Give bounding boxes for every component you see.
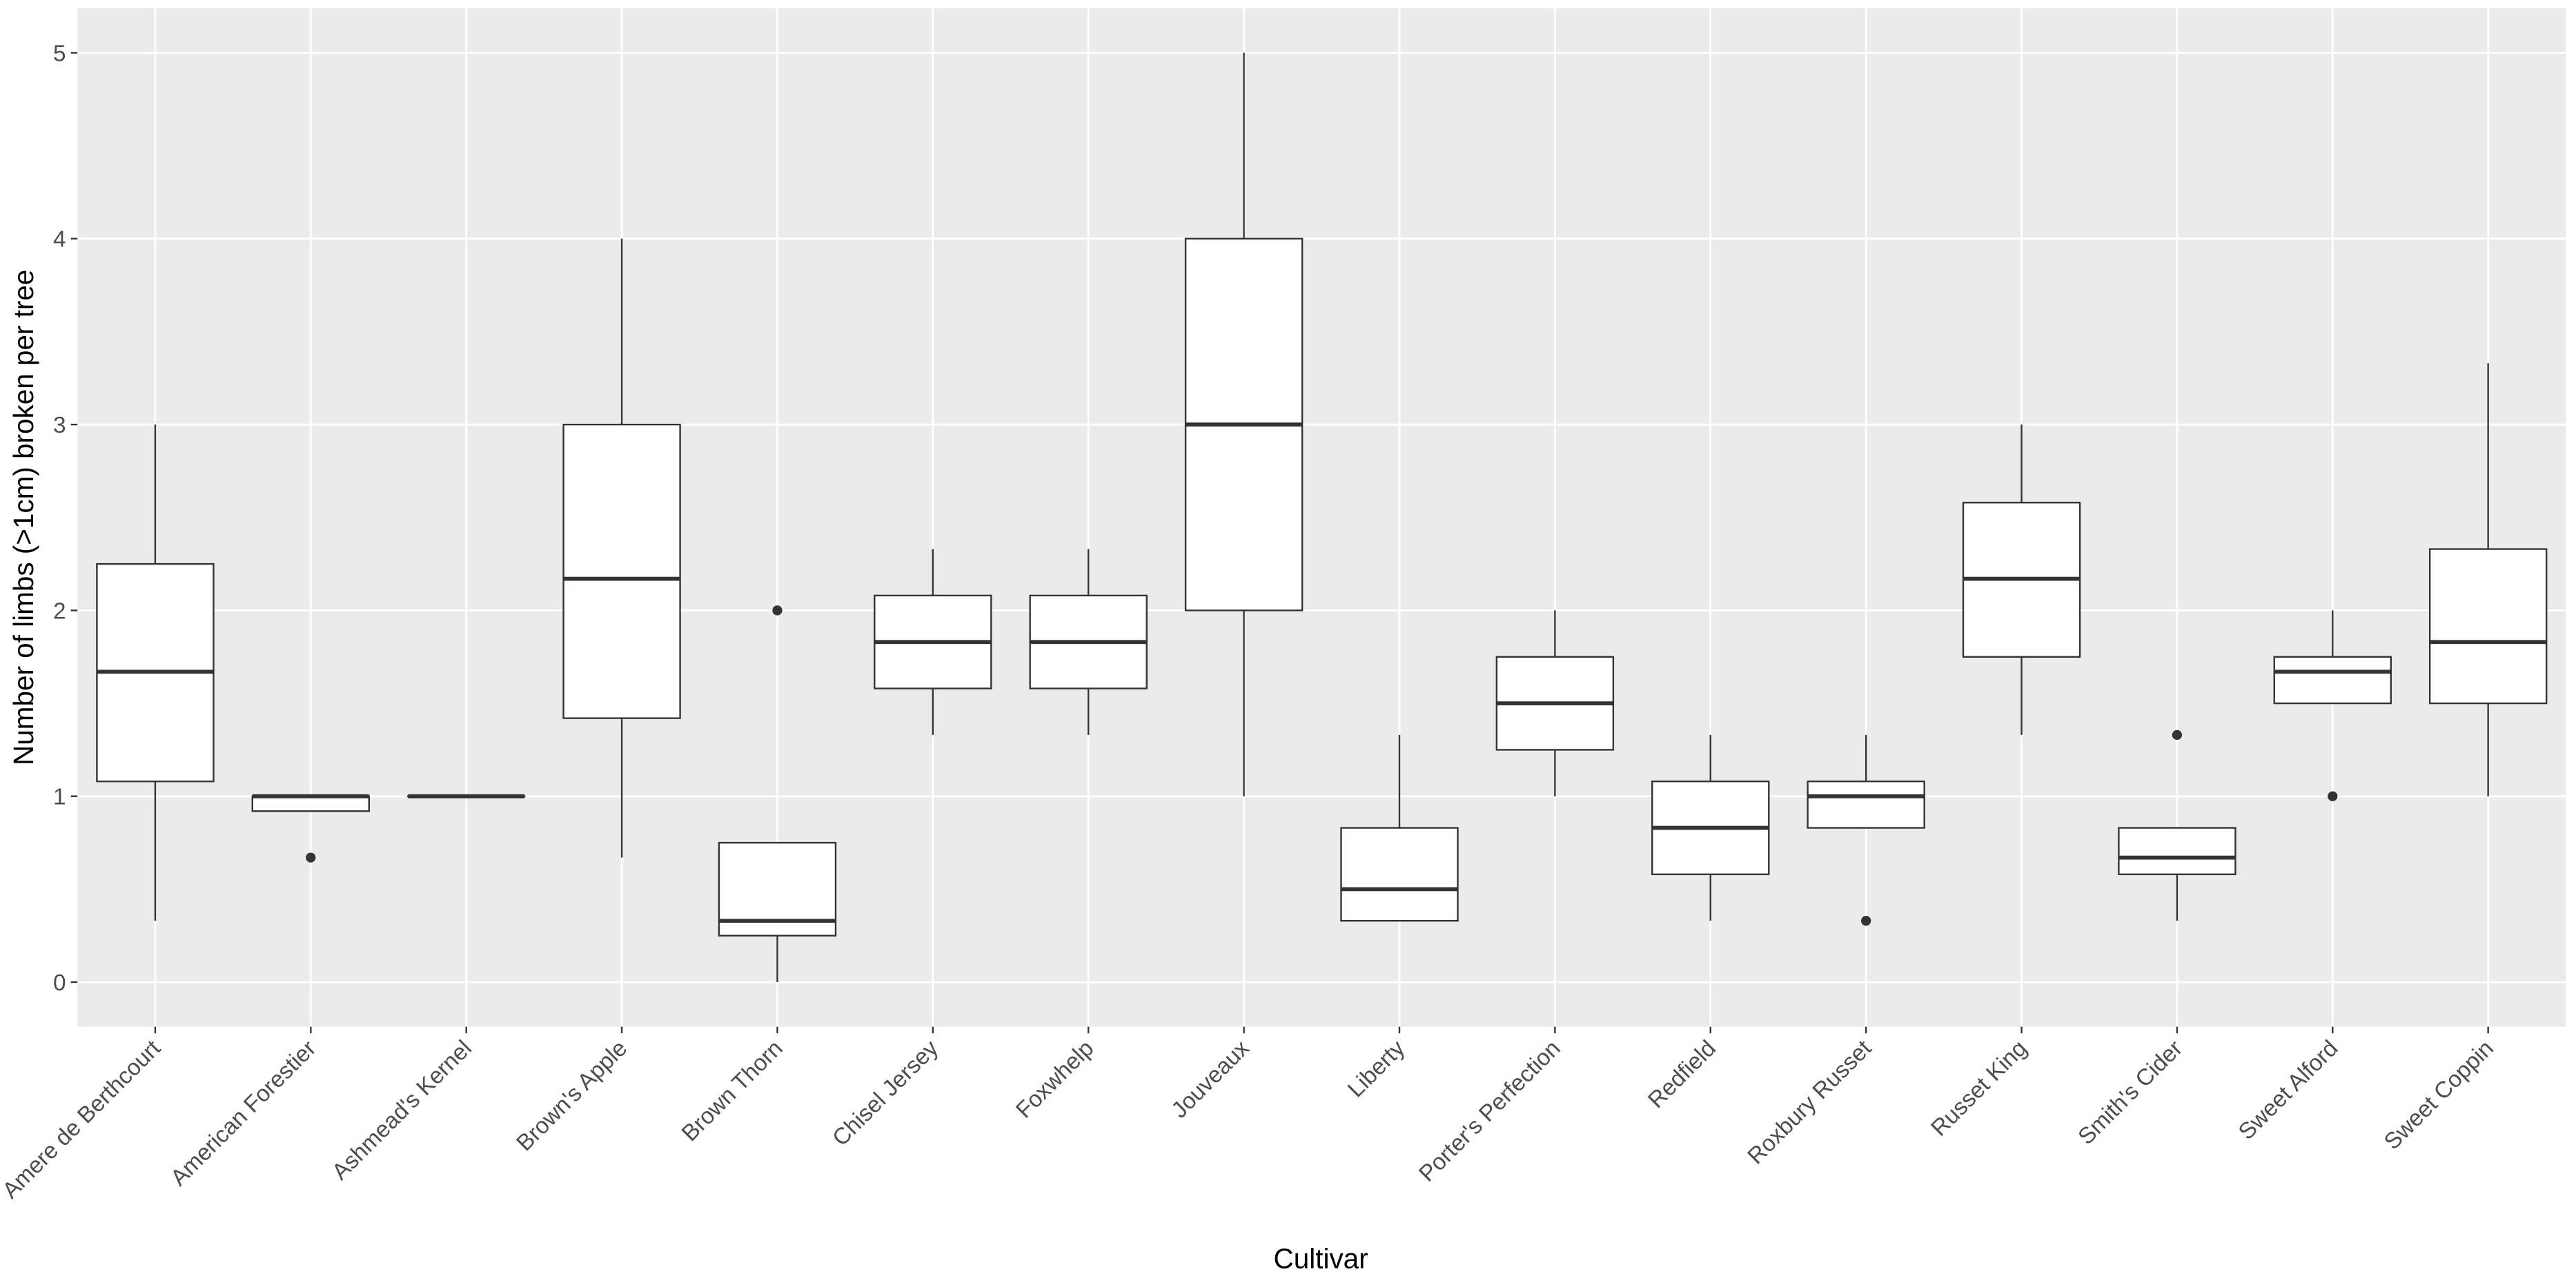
x-tick-label: Liberty bbox=[1343, 1035, 1410, 1102]
outlier bbox=[306, 852, 316, 863]
outlier bbox=[772, 605, 783, 616]
x-tick-label: Ashmead's Kernel bbox=[327, 1035, 477, 1185]
x-tick-label: Redfield bbox=[1643, 1035, 1721, 1113]
x-tick-label: Sweet Coppin bbox=[2379, 1035, 2499, 1155]
y-tick-label: 1 bbox=[53, 785, 66, 810]
y-tick-label: 2 bbox=[53, 598, 66, 624]
box bbox=[562, 423, 681, 719]
x-tick-label: Porter's Perfection bbox=[1414, 1035, 1565, 1186]
x-tick-label: Foxwhelp bbox=[1011, 1035, 1099, 1123]
x-tick-label: American Forestier bbox=[166, 1035, 321, 1191]
x-tick-label: Russet King bbox=[1927, 1035, 2032, 1141]
y-axis-title: Number of limbs (>1cm) broken per tree bbox=[8, 270, 39, 765]
x-tick-label: Smith's Cider bbox=[2074, 1035, 2187, 1149]
outlier bbox=[2172, 729, 2183, 741]
outlier bbox=[1860, 916, 1871, 926]
x-tick-label: Roxbury Russet bbox=[1743, 1035, 1877, 1169]
y-tick-label: 0 bbox=[53, 970, 66, 996]
outlier bbox=[2328, 791, 2338, 801]
y-tick-label: 5 bbox=[53, 41, 66, 66]
x-tick-label: Sweet Alford bbox=[2234, 1035, 2343, 1144]
y-tick-label: 4 bbox=[53, 227, 66, 253]
x-tick-label: Chisel Jersey bbox=[827, 1035, 943, 1151]
x-tick-label: Amere de Berthcourt bbox=[0, 1035, 166, 1204]
box bbox=[2273, 656, 2392, 705]
box bbox=[251, 795, 371, 812]
y-tick-label: 3 bbox=[53, 413, 66, 438]
box bbox=[1340, 827, 1459, 922]
x-tick-label: Brown's Apple bbox=[512, 1035, 633, 1156]
box bbox=[2428, 548, 2548, 705]
x-axis-title: Cultivar bbox=[1274, 1243, 1368, 1275]
x-tick-label: Jouveaux bbox=[1167, 1035, 1255, 1123]
x-tick-label: Brown Thorn bbox=[677, 1035, 788, 1146]
box bbox=[1807, 781, 1925, 829]
box bbox=[2118, 827, 2236, 876]
